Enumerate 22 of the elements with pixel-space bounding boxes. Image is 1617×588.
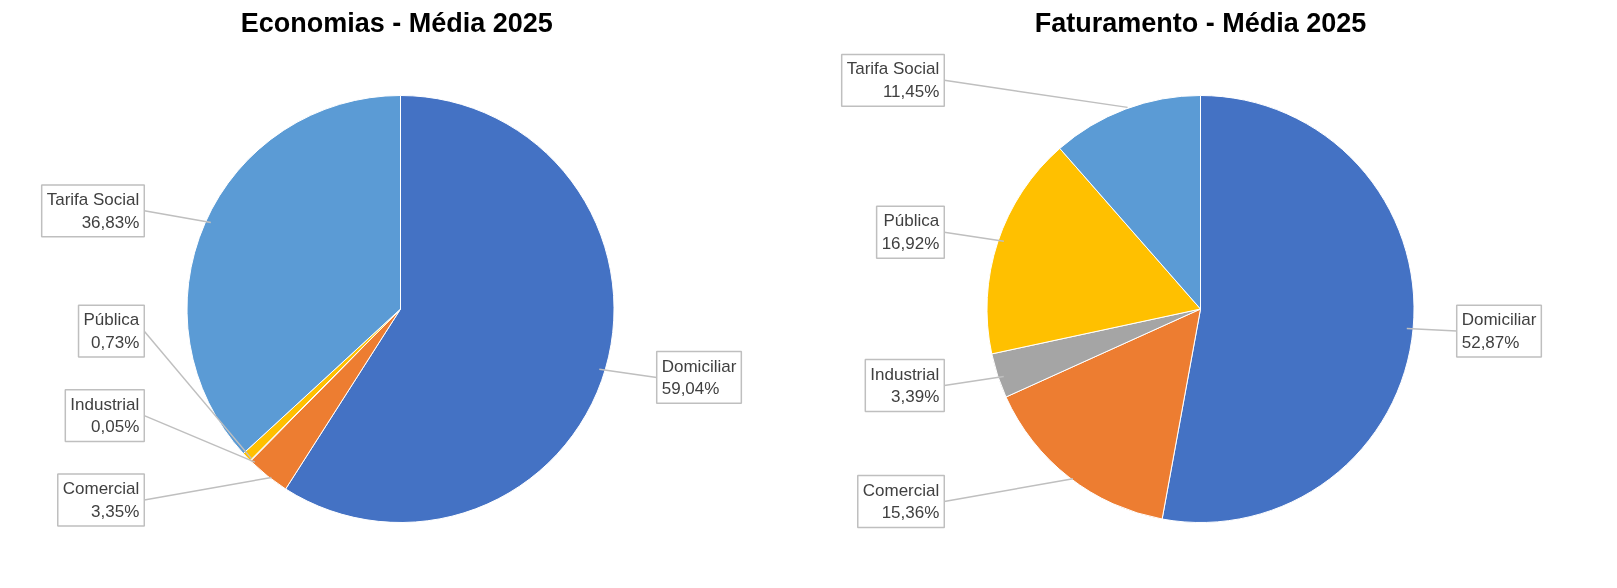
data-label: 3,39% [891, 387, 940, 407]
slice-label: Domiciliar [1461, 310, 1537, 330]
slice-label: Industrial [70, 394, 140, 414]
chart-title: Economias - Média 2025 [240, 7, 553, 38]
data-label: 3,35% [91, 501, 140, 521]
chart-title: Faturamento - Média 2025 [1034, 7, 1367, 38]
slice-label: Tarifa Social [46, 189, 140, 209]
data-label: 59,04% [661, 379, 720, 399]
data-label: 16,92% [881, 234, 940, 254]
data-label: 0,73% [91, 333, 140, 353]
data-label: 36,83% [81, 212, 140, 232]
slice-label: Industrial [870, 364, 940, 384]
data-label: 15,36% [881, 503, 940, 523]
slice-label: Tarifa Social [846, 59, 940, 79]
slice-label: Pública [83, 310, 140, 330]
data-label: 0,05% [91, 417, 140, 437]
data-label: 11,45% [882, 82, 940, 102]
slice-label: Domiciliar [661, 356, 737, 376]
data-label: 52,87% [1461, 332, 1520, 352]
slice-label: Comercial [62, 479, 140, 499]
slice-label: Comercial [862, 480, 940, 500]
slice-label: Pública [883, 211, 940, 231]
